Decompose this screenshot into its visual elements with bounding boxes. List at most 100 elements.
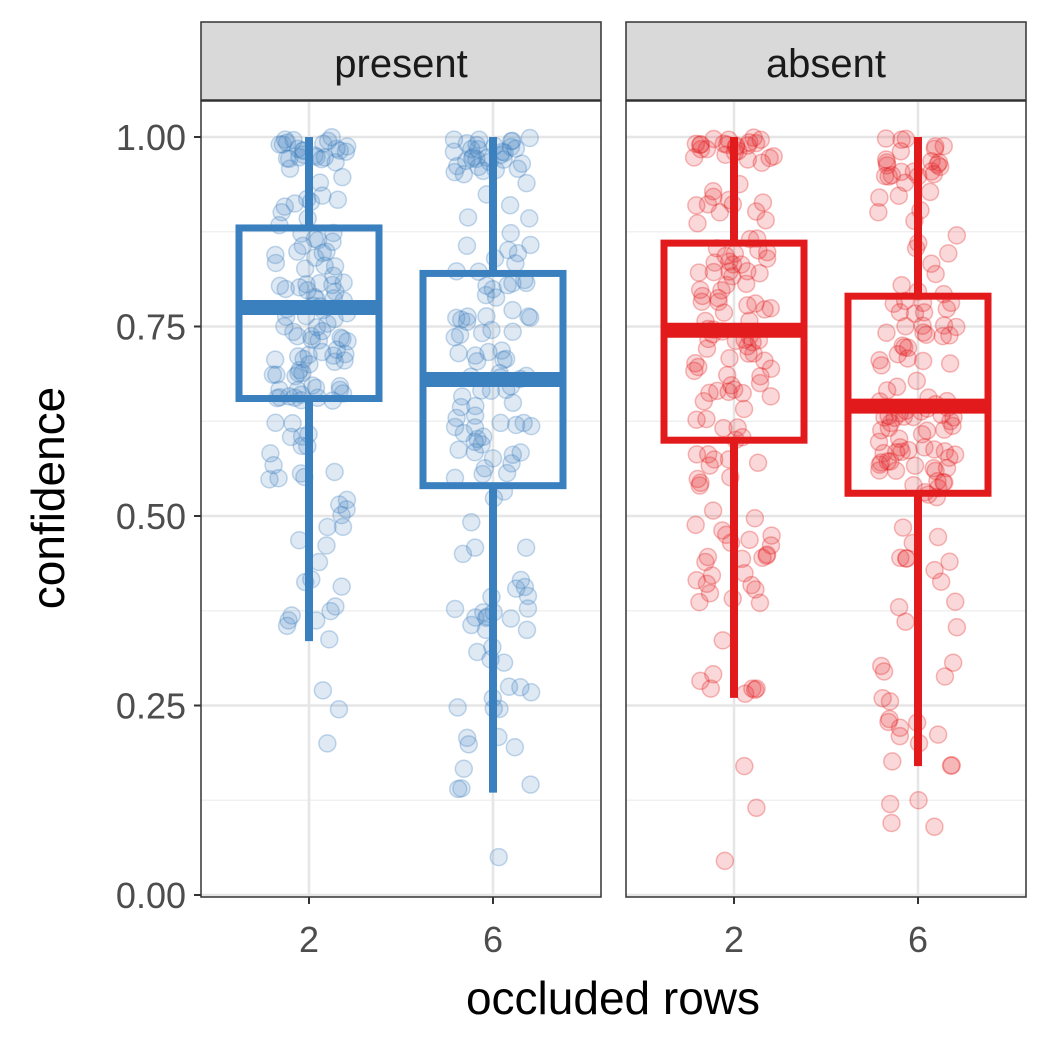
data-point (520, 308, 540, 327)
data-point (875, 166, 895, 186)
data-point (890, 726, 910, 746)
data-point (922, 254, 941, 273)
data-point (926, 137, 945, 156)
data-point (924, 164, 944, 184)
data-point (899, 440, 918, 460)
facet-strip-label: present (334, 42, 467, 86)
data-point (511, 443, 530, 462)
data-point (713, 631, 733, 650)
data-point (318, 517, 337, 537)
data-point (891, 142, 911, 161)
data-point (501, 223, 520, 243)
panel-background (201, 102, 601, 897)
data-point (947, 226, 967, 245)
data-point (882, 165, 902, 185)
outlier-point (329, 700, 349, 719)
panel-border (625, 100, 1027, 898)
data-point (327, 340, 346, 360)
data-point (452, 387, 472, 406)
data-point (690, 592, 709, 612)
data-point (686, 354, 705, 373)
data-point (714, 418, 733, 438)
boxplot-6 (419, 137, 567, 793)
data-point (890, 302, 910, 322)
outlier-point (747, 798, 766, 818)
y-tick-label: 0.25 (116, 686, 186, 727)
data-point (869, 432, 889, 452)
data-point (746, 133, 766, 153)
data-point (751, 130, 770, 149)
data-point (935, 420, 954, 439)
data-point (465, 442, 485, 462)
data-point (887, 377, 907, 397)
data-point (495, 143, 514, 163)
data-point (943, 653, 963, 672)
data-point (942, 756, 961, 775)
data-point (895, 173, 915, 193)
data-point (742, 575, 761, 595)
data-point (451, 397, 471, 417)
data-point (512, 154, 532, 173)
data-point (491, 413, 510, 433)
data-point (462, 149, 482, 168)
data-point (285, 194, 305, 213)
outlier-point (880, 794, 900, 814)
data-point (888, 344, 908, 364)
data-point (892, 162, 911, 182)
data-point (499, 677, 519, 696)
data-point (750, 373, 770, 393)
data-point (914, 323, 933, 342)
data-point (755, 351, 774, 370)
data-point (445, 162, 464, 182)
data-point (744, 128, 763, 147)
data-point (947, 618, 967, 637)
data-point (309, 331, 329, 350)
data-point (449, 343, 468, 363)
data-point (720, 349, 739, 368)
data-point (870, 455, 890, 474)
data-point (761, 298, 780, 318)
data-point (288, 242, 307, 261)
data-point (892, 130, 911, 149)
outlier-point (909, 791, 928, 810)
data-point (931, 572, 951, 591)
data-point (719, 382, 738, 402)
data-point (299, 345, 318, 365)
data-point (323, 275, 342, 295)
data-point (940, 354, 960, 373)
data-point (514, 413, 533, 433)
data-point (457, 134, 477, 153)
data-point (890, 718, 910, 738)
data-point (519, 307, 538, 326)
data-point (270, 276, 290, 296)
data-point (453, 544, 473, 564)
data-point (717, 365, 737, 385)
data-point (922, 162, 941, 181)
data-point (322, 127, 341, 147)
data-point (330, 141, 350, 160)
data-point (518, 586, 538, 606)
data-point (738, 337, 757, 356)
data-point (288, 326, 307, 346)
data-point (709, 292, 728, 312)
data-point (889, 597, 909, 617)
data-point (277, 133, 297, 152)
facet-strip-background (625, 21, 1027, 101)
data-point (290, 360, 309, 380)
data-point (277, 149, 297, 168)
data-point (477, 276, 496, 295)
x-tick-label: 6 (908, 919, 928, 960)
facet-strip-label: absent (766, 42, 886, 86)
data-point (882, 752, 902, 771)
data-point (880, 692, 900, 711)
data-point (308, 230, 328, 250)
data-point (935, 442, 955, 461)
data-point (462, 615, 481, 635)
data-point (723, 255, 743, 274)
data-point (940, 448, 959, 467)
data-point (506, 415, 526, 435)
data-point (746, 294, 765, 313)
data-point (925, 560, 944, 580)
data-point (294, 349, 313, 369)
data-point (928, 155, 947, 175)
